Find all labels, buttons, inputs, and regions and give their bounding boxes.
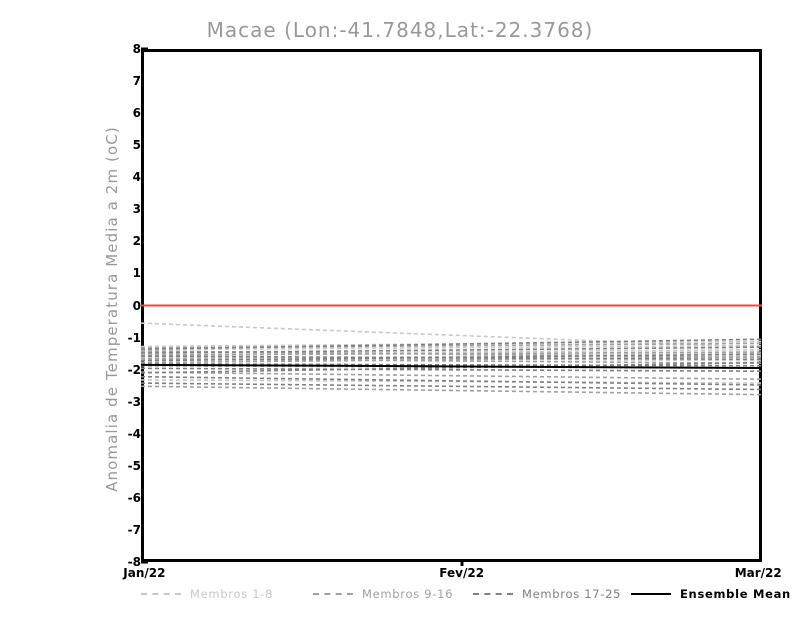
y-tick-label: -5 [127,458,141,473]
ensemble-member-line [141,367,762,373]
legend-label: Membros 1-8 [190,587,274,601]
ensemble-member-line [141,357,762,365]
legend-line-swatch [473,593,513,595]
ensemble-member-line [141,322,762,348]
legend-label: Membros 9-16 [362,587,454,601]
x-tick-label: Mar/22 [734,566,782,580]
plot-series-canvas [141,304,762,396]
y-tick-label: 4 [132,170,141,185]
legend-label: Membros 17-25 [522,587,622,601]
legend-label: Ensemble Mean [680,587,791,601]
y-tick-label: 5 [132,138,141,153]
ensemble-member-line [141,351,762,356]
chart-title: Macae (Lon:-41.7848,Lat:-22.3768) [206,18,594,42]
legend-entry: Membros 17-25 [473,586,621,602]
y-tick-label: 6 [132,106,141,121]
ensemble-member-line [141,382,762,391]
ensemble-mean-line [141,363,762,370]
y-tick-label: -1 [127,330,141,345]
ensemble-member-line [141,353,762,362]
y-tick-label: 8 [132,42,141,56]
y-tick-label: 2 [132,234,141,249]
y-tick-label: -8 [127,555,141,569]
legend-entry: Membros 1-8 [141,586,273,602]
ensemble-member-line [141,338,762,350]
ensemble-member-line [141,363,762,367]
ensemble-member-line [141,356,762,364]
legend-entry: Membros 9-16 [313,586,453,602]
ensemble-member-line [141,344,762,351]
y-axis-tick-labels: 8 7 6 5 4 3 2 1 0 -1 -2 -3 -4 -5 -6 -7 -8 [96,0,141,618]
ensemble-member-line [141,348,762,356]
ensemble-member-line [141,371,762,381]
y-tick-label: 7 [132,74,141,89]
ensemble-member-line [141,352,762,361]
ensemble-member-line [141,342,762,349]
ensemble-member-line [141,346,762,354]
y-tick-label: -3 [127,394,141,409]
legend-line-swatch [631,592,671,596]
ensemble-member-line [141,361,762,374]
x-tick-label: Fev/22 [439,566,485,580]
legend-line-swatch [141,593,181,595]
x-tick-label: Jan/22 [123,566,166,580]
ensemble-member-line [141,385,762,396]
y-tick-label: -7 [127,522,141,537]
chart-legend: Membros 1-8 Membros 9-16 Membros 17-25 Ense… [141,586,790,604]
y-tick-mark [141,560,148,564]
y-tick-label: 1 [132,266,141,281]
ensemble-member-line [141,375,762,386]
legend-entry: Ensemble Mean [631,586,791,602]
y-tick-label: -6 [127,490,141,505]
y-tick-label: -4 [127,426,141,441]
legend-line-swatch [313,593,353,595]
y-tick-label: -2 [127,362,141,377]
y-tick-label: 0 [132,298,141,313]
x-tick-mark [460,559,464,566]
y-tick-label: 3 [132,202,141,217]
